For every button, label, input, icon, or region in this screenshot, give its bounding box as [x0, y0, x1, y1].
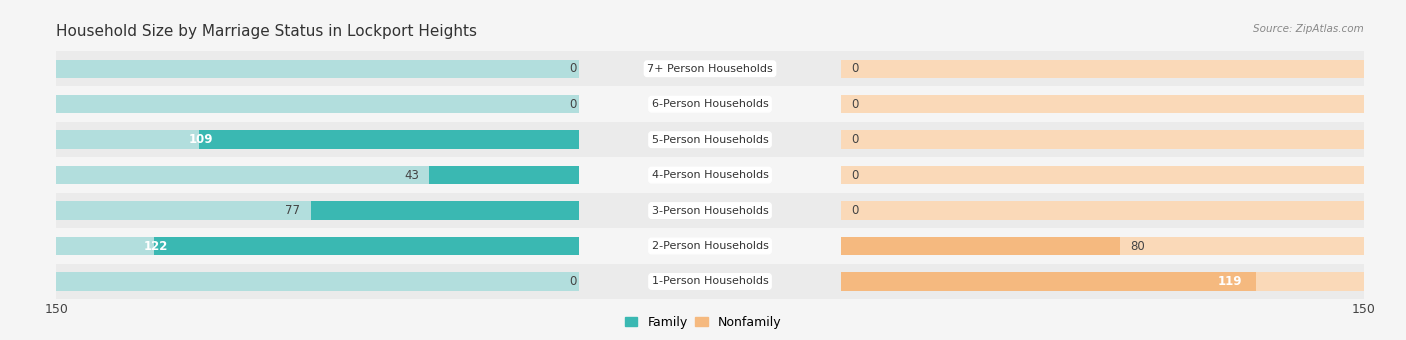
Bar: [841, 237, 1119, 255]
Bar: [56, 59, 579, 78]
Legend: Family, Nonfamily: Family, Nonfamily: [620, 311, 786, 334]
Text: 2-Person Households: 2-Person Households: [651, 241, 769, 251]
Bar: [579, 51, 841, 86]
Bar: [56, 122, 579, 157]
Bar: [56, 86, 579, 122]
Bar: [841, 264, 1364, 299]
Bar: [841, 272, 1256, 291]
Bar: [579, 157, 841, 193]
Bar: [429, 166, 579, 184]
Bar: [56, 201, 579, 220]
Bar: [579, 264, 841, 299]
Bar: [841, 95, 1364, 114]
Bar: [841, 237, 1364, 255]
Bar: [841, 131, 1364, 149]
Text: Source: ZipAtlas.com: Source: ZipAtlas.com: [1253, 24, 1364, 34]
Bar: [841, 201, 1364, 220]
Bar: [200, 131, 579, 149]
Bar: [579, 193, 841, 228]
Bar: [841, 157, 1364, 193]
Text: 4-Person Households: 4-Person Households: [651, 170, 769, 180]
Bar: [56, 166, 579, 184]
Text: 119: 119: [1218, 275, 1241, 288]
Text: 1-Person Households: 1-Person Households: [651, 276, 769, 287]
Text: 0: 0: [851, 204, 859, 217]
Bar: [56, 51, 579, 86]
Text: Household Size by Marriage Status in Lockport Heights: Household Size by Marriage Status in Loc…: [56, 24, 477, 39]
Text: 7+ Person Households: 7+ Person Households: [647, 64, 773, 74]
Text: 0: 0: [569, 62, 576, 75]
Bar: [841, 86, 1364, 122]
Bar: [311, 201, 579, 220]
Text: 3-Person Households: 3-Person Households: [651, 206, 769, 216]
Bar: [56, 157, 579, 193]
Text: 77: 77: [285, 204, 301, 217]
Bar: [841, 51, 1364, 86]
Bar: [56, 228, 579, 264]
Text: 43: 43: [404, 169, 419, 182]
Text: 0: 0: [851, 98, 859, 111]
Text: 0: 0: [851, 169, 859, 182]
Bar: [841, 59, 1364, 78]
Text: 5-Person Households: 5-Person Households: [651, 135, 769, 144]
Bar: [841, 122, 1364, 157]
Text: 122: 122: [143, 239, 167, 253]
Bar: [841, 272, 1364, 291]
Bar: [56, 193, 579, 228]
Text: 0: 0: [569, 275, 576, 288]
Text: 0: 0: [851, 133, 859, 146]
Bar: [579, 122, 841, 157]
Text: 80: 80: [1130, 239, 1144, 253]
Bar: [56, 264, 579, 299]
Bar: [841, 193, 1364, 228]
Text: 6-Person Households: 6-Person Households: [651, 99, 769, 109]
Bar: [841, 166, 1364, 184]
Bar: [579, 86, 841, 122]
Text: 109: 109: [188, 133, 214, 146]
Bar: [56, 95, 579, 114]
Text: 0: 0: [569, 98, 576, 111]
Text: 0: 0: [851, 62, 859, 75]
Bar: [56, 272, 579, 291]
Bar: [153, 237, 579, 255]
Bar: [56, 131, 579, 149]
Bar: [579, 228, 841, 264]
Bar: [841, 228, 1364, 264]
Bar: [56, 237, 579, 255]
